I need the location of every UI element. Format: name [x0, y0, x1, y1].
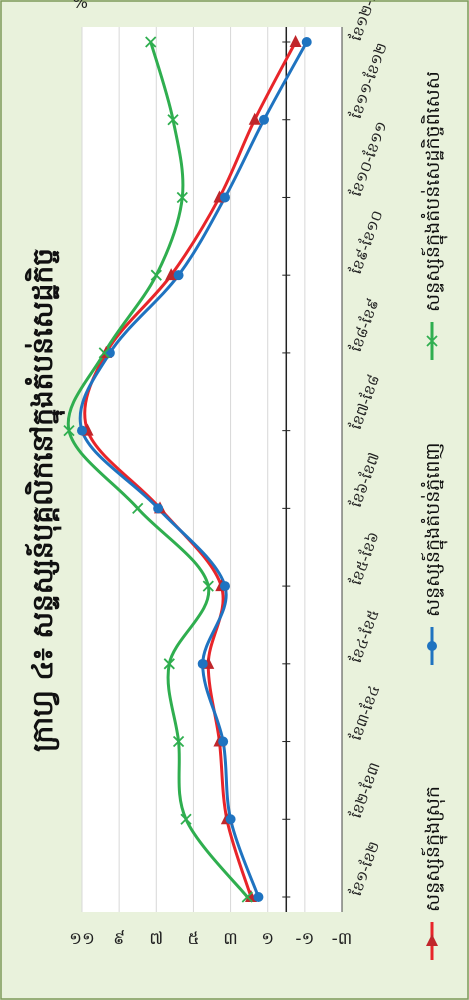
series-2-point [202, 580, 214, 592]
series-2-point [180, 813, 192, 825]
series-1-point [218, 736, 229, 747]
series-2-point [132, 502, 144, 515]
series-1-point [153, 503, 164, 514]
y-tick-label: -៣ [332, 929, 353, 949]
series-1-point [301, 37, 312, 47]
series-0-point [248, 112, 261, 125]
series-2-point [241, 891, 253, 903]
series-2-point [176, 191, 188, 204]
plot-area [82, 27, 342, 912]
y-axis-label: % [73, 0, 88, 12]
series-1-point [104, 347, 115, 358]
y-tick-label: ៧ [149, 929, 163, 949]
legend-label-2: សន្ទស្សន៍ក្នុងតំបន់សេដ្ឋកិច្ចពិសេស [420, 71, 448, 312]
legend: សន្ទស្សន៍ក្នុងស្រុក សន្ទស្សន៍ក្នុងតំបន់ភ្… [420, 71, 448, 960]
series-2-point [163, 658, 175, 670]
series-2-point [172, 735, 185, 748]
y-tick-label: ៥ [187, 929, 199, 949]
series-2-point [63, 424, 75, 437]
y-axis-ticks: -៣ -១ ១ ៣ ៥ ៧ ៩ ១១ [69, 929, 352, 949]
series-2-point [150, 269, 162, 281]
legend-marker-1 [427, 641, 437, 651]
y-tick-label: ១ [261, 929, 274, 949]
series-2-point [98, 347, 110, 359]
y-tick-label: -១ [295, 929, 314, 949]
series-1-point [173, 270, 184, 281]
series-0-point [289, 35, 302, 47]
series-1-point [259, 114, 269, 125]
legend-label-0: សន្ទស្សន៍ក្នុងស្រុក [420, 786, 448, 912]
series-1-point [253, 892, 264, 902]
legend-marker-2 [426, 335, 438, 347]
series-2-point [167, 114, 179, 126]
series-1-point [225, 814, 236, 825]
series-1-point [197, 658, 208, 669]
y-tick-label: ៩ [113, 929, 125, 949]
series-1-point [220, 581, 230, 592]
y-tick-label: ៣ [223, 929, 238, 949]
series-2-point [145, 36, 157, 48]
legend-label-1: សន្ទស្សន៍ក្នុងតំបន់ភ្នំពេញ [420, 442, 448, 617]
y-tick-label: ១១ [69, 929, 95, 949]
series-lines [63, 35, 312, 903]
chart-title: ក្រាហ្វ ៤៖ សន្ទស្សន៍បុគ្គលិកនៅក្នុងតំបន់… [24, 248, 65, 752]
series-1-point [77, 425, 87, 436]
legend-marker-0 [426, 934, 438, 946]
series-1-point [220, 192, 230, 203]
